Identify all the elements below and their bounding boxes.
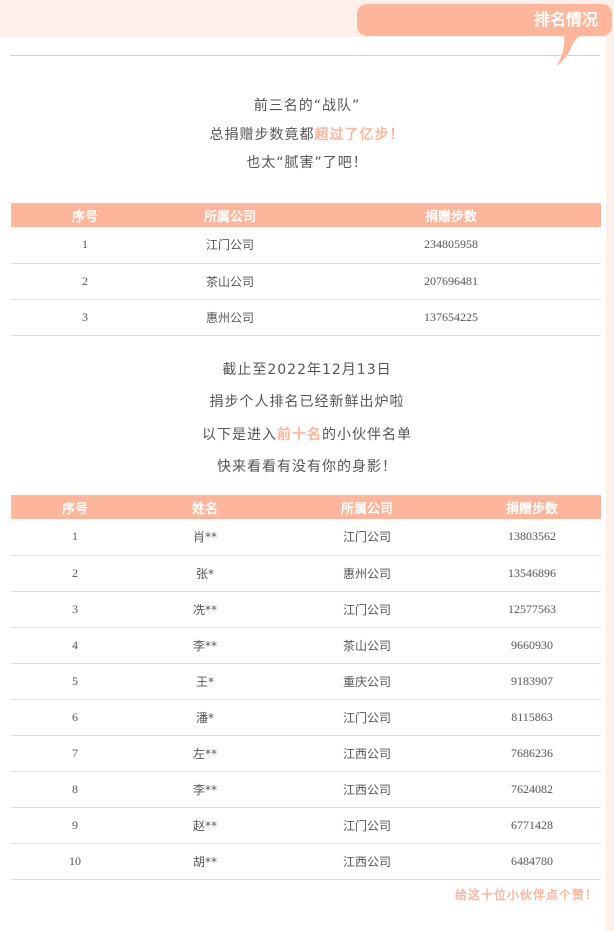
table-cell: 7: [11, 735, 139, 772]
table-row: 9 赵** 江门公司 6771428: [11, 807, 601, 844]
table-cell: 茶山公司: [271, 627, 463, 664]
table-cell: 7624082: [463, 771, 601, 808]
table-row: 4 李** 茶山公司 9660930: [11, 627, 601, 664]
intro-line-3: 也太“腻害”了吧！: [246, 155, 368, 171]
mid-line-1: 截止至2022年12月13日: [222, 362, 392, 378]
table-cell: 6771428: [463, 807, 601, 844]
column-header: 所属公司: [271, 495, 463, 519]
person-ranking-table: 序号 姓名 所属公司 捐赠步数 1 肖** 江门公司 13803562 2 张* 惠州公司 13546…: [11, 495, 601, 880]
table-cell: 6: [11, 699, 139, 736]
table-cell: 234805958: [301, 227, 601, 264]
table-row: 3 冼** 江门公司 12577563: [11, 591, 601, 628]
table-cell: 6484780: [463, 843, 601, 880]
table-cell: 8115863: [463, 699, 601, 736]
table-cell: 张*: [139, 555, 271, 592]
column-header: 序号: [11, 495, 139, 519]
table-cell: 江西公司: [271, 843, 463, 880]
table-cell: 137654225: [301, 299, 601, 336]
table-cell: 潘*: [139, 699, 271, 736]
mid-text: 以下是进入: [202, 427, 277, 443]
speech-bubble-tail: [556, 34, 584, 66]
table-cell: 13546896: [463, 555, 601, 592]
table-cell: 左**: [139, 735, 271, 772]
table-cell: 江西公司: [271, 735, 463, 772]
table-cell: 茶山公司: [159, 263, 301, 300]
table-cell: 江门公司: [159, 227, 301, 264]
table-cell: 3: [11, 299, 159, 336]
table-cell: 1: [11, 519, 139, 556]
table-cell: 9183907: [463, 663, 601, 700]
mid-highlight: 前十名: [277, 427, 322, 443]
team-ranking-table: 序号 所属公司 捐赠步数 1 江门公司 234805958 2 茶山公司 207696481 3 惠…: [11, 203, 601, 336]
table-cell: 13803562: [463, 519, 601, 556]
table-cell: 冼**: [139, 591, 271, 628]
mid-line-4: 快来看看有没有你的身影！: [217, 459, 397, 475]
column-header: 所属公司: [159, 203, 301, 227]
table-cell: 7686236: [463, 735, 601, 772]
table-cell: 江门公司: [271, 519, 463, 556]
table-cell: 8: [11, 771, 139, 808]
mid-text: 的小伙伴名单: [322, 427, 412, 443]
table-row: 7 左** 江西公司 7686236: [11, 735, 601, 772]
table-row: 2 茶山公司 207696481: [11, 263, 601, 300]
column-header: 捐赠步数: [301, 203, 601, 227]
table-cell: 2: [11, 555, 139, 592]
table-cell: 赵**: [139, 807, 271, 844]
intro-highlight: 超过了亿步！: [314, 127, 405, 143]
table-cell: 江门公司: [271, 807, 463, 844]
section-title-tab: 排名情况: [357, 4, 612, 36]
table-row: 1 江门公司 234805958: [11, 227, 601, 264]
divider: [10, 55, 600, 56]
table-cell: 江西公司: [271, 771, 463, 808]
table-cell: 肖**: [139, 519, 271, 556]
mid-line-3: 以下是进入前十名的小伙伴名单: [0, 424, 614, 444]
table-cell: 10: [11, 843, 139, 880]
table-cell: 9660930: [463, 627, 601, 664]
table-cell: 江门公司: [271, 591, 463, 628]
table-cell: 5: [11, 663, 139, 700]
intro-text: 总捐赠步数竟都: [209, 127, 315, 143]
table-cell: 李**: [139, 771, 271, 808]
table-cell: 惠州公司: [271, 555, 463, 592]
table-cell: 12577563: [463, 591, 601, 628]
table-row: 6 潘* 江门公司 8115863: [11, 699, 601, 736]
table-cell: 惠州公司: [159, 299, 301, 336]
table-row: 8 李** 江西公司 7624082: [11, 771, 601, 808]
table-cell: 王*: [139, 663, 271, 700]
table-row: 2 张* 惠州公司 13546896: [11, 555, 601, 592]
table-cell: 李**: [139, 627, 271, 664]
table-cell: 3: [11, 591, 139, 628]
table-cell: 4: [11, 627, 139, 664]
table-cell: 9: [11, 807, 139, 844]
table-row: 5 王* 重庆公司 9183907: [11, 663, 601, 700]
table-cell: 江门公司: [271, 699, 463, 736]
intro-line-1: 前三名的“战队”: [253, 98, 361, 114]
column-header: 姓名: [139, 495, 271, 519]
table-row: 10 胡** 江西公司 6484780: [11, 843, 601, 880]
table-cell: 1: [11, 227, 159, 264]
table-cell: 207696481: [301, 263, 601, 300]
column-header: 捐赠步数: [463, 495, 601, 519]
footer-cheer: 给这十位小伙伴点个赞！: [454, 888, 598, 902]
table-cell: 胡**: [139, 843, 271, 880]
table-row: 3 惠州公司 137654225: [11, 299, 601, 336]
table-cell: 2: [11, 263, 159, 300]
table-row: 1 肖** 江门公司 13803562: [11, 519, 601, 556]
table-cell: 重庆公司: [271, 663, 463, 700]
mid-line-2: 捐步个人排名已经新鲜出炉啦: [209, 394, 405, 410]
column-header: 序号: [11, 203, 159, 227]
intro-line-2: 总捐赠步数竟都超过了亿步！: [0, 124, 614, 144]
